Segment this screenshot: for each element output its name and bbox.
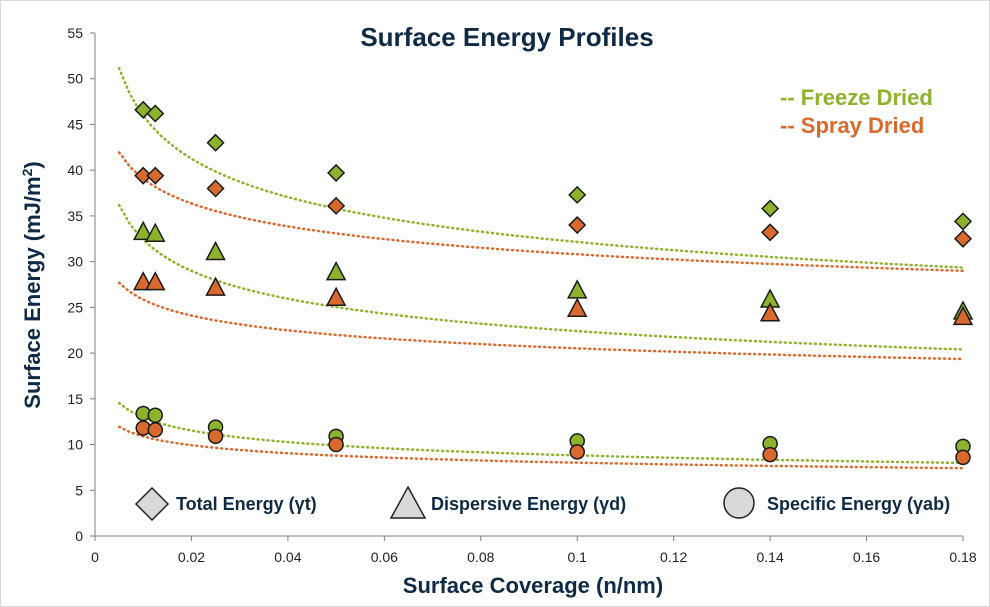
spray-dispersive-energy-point	[145, 271, 166, 291]
spray-dispersive-energy-point	[759, 302, 781, 322]
freeze-dispersive-energy-point	[132, 220, 154, 241]
y-tick-label: 30	[67, 254, 83, 270]
y-tick-label: 45	[67, 116, 83, 132]
spray-specific-energy-point	[955, 449, 971, 466]
spray-dispersive-energy-point	[952, 305, 974, 326]
y-tick-label: 20	[67, 345, 83, 361]
x-tick-label: 0.14	[756, 549, 783, 565]
x-tick-label: 0.18	[949, 549, 976, 565]
spray-specific-energy-point	[762, 446, 778, 463]
trendlines	[117, 66, 965, 470]
freeze-total-energy-point	[206, 133, 225, 152]
spray-circle-trendline	[117, 425, 965, 470]
freeze-specific-energy-point	[147, 407, 164, 424]
spray-total-energy-point	[206, 179, 225, 198]
y-axis-ticks: 0 5 10 15 20 25 30 35 40 45 50 55	[67, 25, 95, 544]
spray-dispersive-energy-point	[566, 297, 588, 317]
spray-dispersive-energy-point	[325, 286, 347, 306]
x-tick-label: 0.08	[467, 549, 494, 565]
spray-total-energy-point	[568, 215, 587, 235]
spray-specific-energy-point	[147, 422, 164, 438]
legend-diamond-icon	[134, 486, 170, 522]
spray-total-energy-point	[146, 166, 165, 185]
freeze-total-energy-point	[761, 199, 780, 218]
y-tick-label: 0	[75, 528, 83, 544]
chart-title: Surface Energy Profiles	[360, 22, 653, 52]
y-tick-label: 10	[67, 437, 83, 453]
y-tick-label: 25	[67, 299, 83, 315]
spray-dispersive-energy-point	[205, 276, 226, 296]
legend-freeze-dried: -- Freeze Dried	[780, 85, 933, 110]
y-tick-label: 50	[67, 71, 83, 87]
y-tick-label: 55	[67, 25, 83, 41]
legend-circle-icon	[723, 487, 755, 519]
freeze-diamond-trendline	[117, 66, 965, 269]
legend-spray-dried: -- Spray Dried	[780, 113, 924, 138]
x-tick-label: 0.02	[178, 549, 205, 565]
spray-total-energy-point	[761, 223, 780, 242]
freeze-dispersive-energy-point	[145, 222, 166, 242]
spray-specific-energy-point	[569, 444, 585, 460]
y-tick-label: 35	[67, 208, 83, 224]
x-tick-label: 0	[91, 549, 99, 565]
y-tick-label: 40	[67, 162, 83, 178]
freeze-total-energy-point	[953, 212, 973, 231]
spray-triangle-trendline	[117, 281, 965, 361]
x-tick-label: 0.16	[853, 549, 880, 565]
legend-dispersive-energy: Dispersive Energy (γd)	[431, 494, 626, 514]
x-tick-label: 0.12	[660, 549, 687, 565]
legend-specific-energy: Specific Energy (γab)	[767, 494, 950, 514]
spray-specific-energy-point	[207, 428, 224, 445]
freeze-dispersive-energy-point	[205, 240, 226, 261]
freeze-total-energy-point	[327, 163, 346, 182]
spray-specific-energy-point	[328, 436, 344, 453]
legend-markers: Total Energy (γt) Dispersive Energy (γd)…	[134, 485, 950, 522]
y-tick-label: 5	[75, 482, 83, 498]
x-axis-label: Surface Coverage (n/nm)	[403, 573, 663, 598]
freeze-triangle-trendline	[117, 203, 965, 351]
x-tick-label: 0.1	[567, 549, 587, 565]
freeze-circle-trendline	[117, 401, 965, 465]
freeze-total-energy-point	[146, 104, 165, 123]
freeze-dispersive-energy-point	[325, 261, 347, 281]
legend-total-energy: Total Energy (γt)	[176, 494, 317, 514]
spray-diamond-trendline	[117, 151, 965, 273]
x-tick-label: 0.06	[371, 549, 398, 565]
data-points	[132, 100, 974, 466]
spray-total-energy-point	[134, 166, 153, 185]
legend-triangle-icon	[389, 485, 427, 519]
y-tick-label: 15	[67, 391, 83, 407]
x-axis-ticks: 0 0.02 0.04 0.06 0.08 0.1 0.12 0.14 0.16 0.18	[91, 536, 977, 565]
spray-total-energy-point	[327, 196, 346, 215]
spray-total-energy-point	[953, 229, 973, 248]
y-axis-label: Surface Energy (mJ/m2)	[19, 161, 45, 408]
freeze-total-energy-point	[568, 185, 587, 204]
x-tick-label: 0.04	[274, 549, 301, 565]
